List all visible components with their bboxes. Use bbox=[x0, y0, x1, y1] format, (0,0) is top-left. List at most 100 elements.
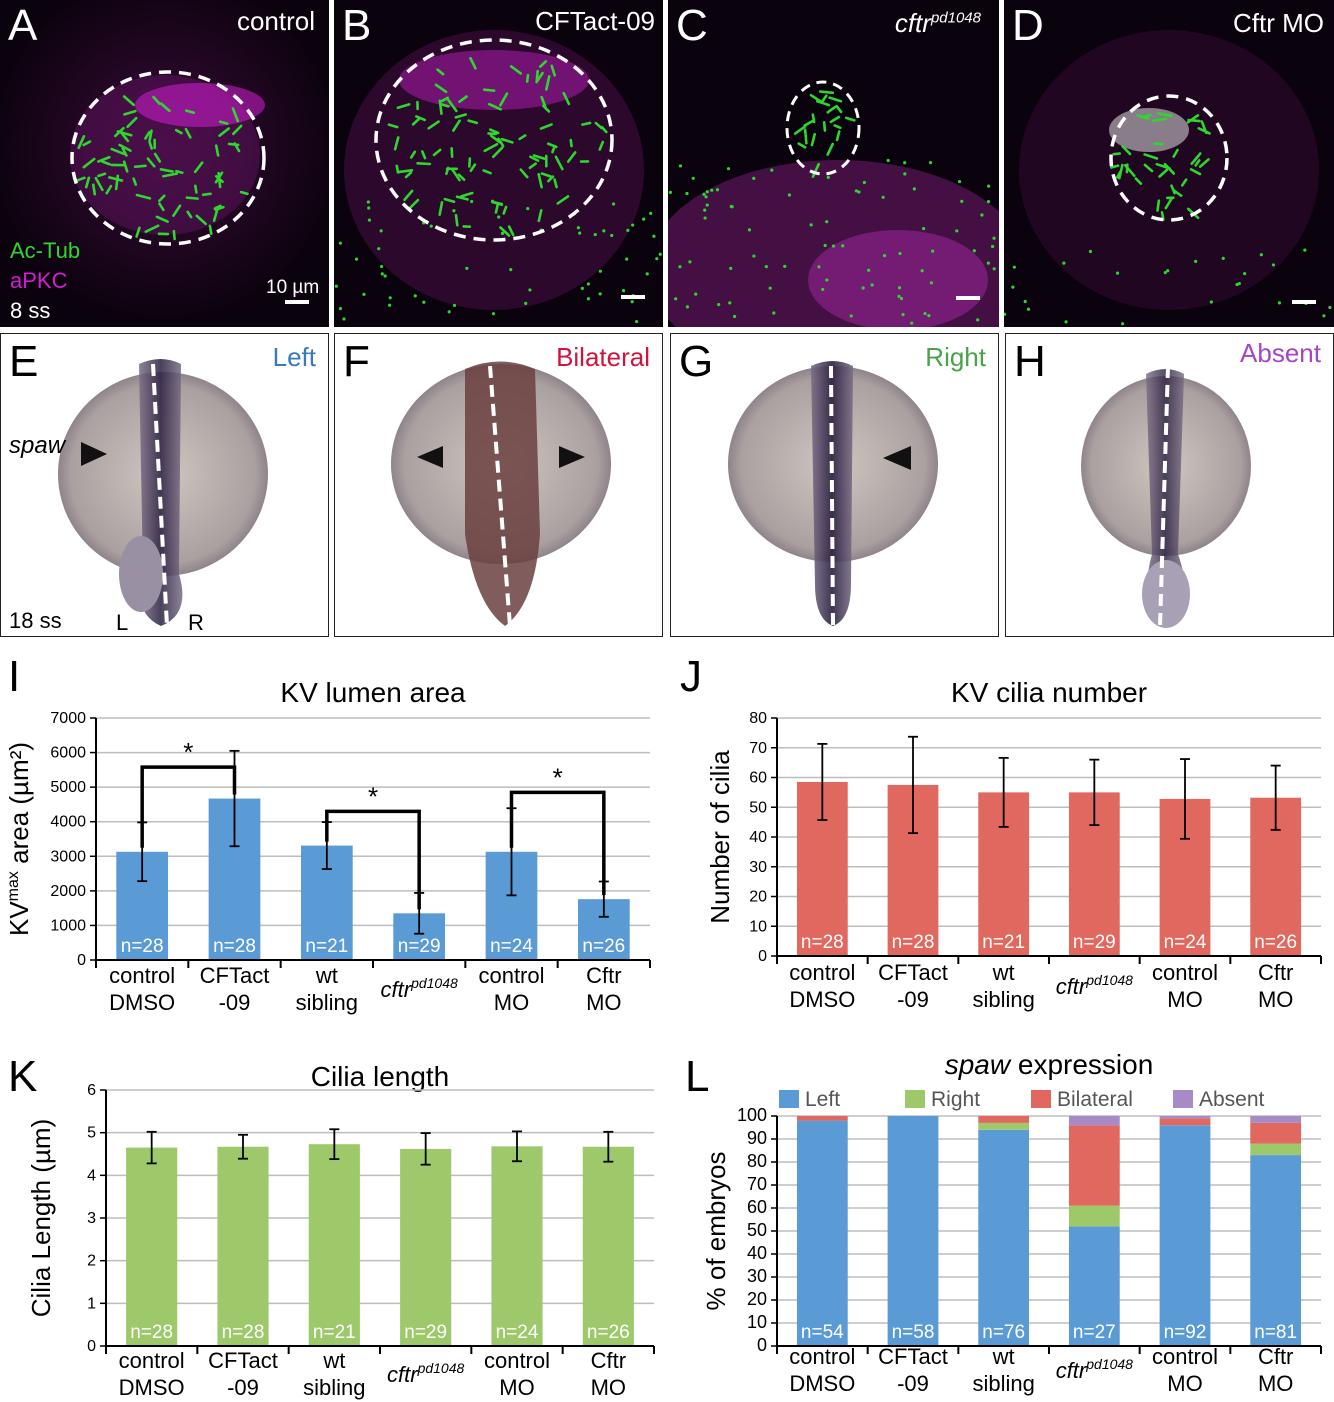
y-axis-label: KVmax area (µm²) bbox=[4, 742, 34, 936]
x-category-label: -09 bbox=[219, 990, 251, 1015]
embryo-image-h bbox=[1081, 365, 1251, 628]
y-tick-label: 80 bbox=[749, 710, 767, 727]
spaw-arrowhead-icon bbox=[883, 446, 911, 470]
legend-swatch bbox=[905, 1090, 925, 1108]
kv-image-b bbox=[334, 0, 663, 327]
n-label: n=24 bbox=[490, 936, 533, 957]
panel-label: C bbox=[676, 1, 708, 50]
x-category-label: wt bbox=[992, 960, 1015, 985]
x-category-label: cftrpd1048 bbox=[1056, 972, 1133, 999]
n-label: n=21 bbox=[982, 932, 1025, 953]
micro-panel-a: A control Ac-Tub aPKC 8 ss 10 µm bbox=[0, 0, 329, 327]
panel-title: Left bbox=[272, 342, 316, 372]
bar-segment bbox=[1250, 1116, 1302, 1123]
y-tick-label: 80 bbox=[747, 1151, 767, 1171]
panel-title: Cftr MO bbox=[1233, 8, 1324, 38]
legend-swatch bbox=[1173, 1090, 1193, 1108]
panel-title: control bbox=[236, 6, 315, 36]
kv-image-d bbox=[1004, 0, 1334, 327]
y-tick-label: 60 bbox=[747, 1197, 767, 1217]
n-label: n=24 bbox=[496, 1322, 539, 1343]
embryo-panel-e: E Left spaw 18 ss L R bbox=[0, 333, 329, 637]
x-category-label: CFTact bbox=[208, 1348, 278, 1373]
bar-segment bbox=[1068, 1125, 1120, 1206]
x-category-label: DMSO bbox=[789, 987, 855, 1012]
y-tick-label: 50 bbox=[747, 1220, 767, 1240]
y-tick-label: 30 bbox=[749, 859, 767, 876]
legend-label: Bilateral bbox=[1057, 1088, 1133, 1111]
x-category-label: control bbox=[484, 1348, 550, 1373]
y-tick-label: 70 bbox=[747, 1174, 767, 1194]
bar-segment bbox=[796, 1120, 848, 1346]
bar-segment bbox=[796, 1116, 848, 1121]
y-tick-label: 0 bbox=[77, 952, 86, 969]
embryo-panel-g: G Right bbox=[670, 333, 999, 637]
y-tick-label: 30 bbox=[747, 1266, 767, 1286]
n-label: n=26 bbox=[587, 1322, 630, 1343]
chart-kv-cilia-number: KV cilia number 0 10 20 30 40 50 60 70 80 Number o… bbox=[705, 677, 1322, 1012]
bar-segment bbox=[978, 1122, 1030, 1130]
n-label: n=28 bbox=[213, 936, 256, 957]
bar-segment bbox=[1068, 1116, 1120, 1126]
x-category-label: DMSO bbox=[119, 1375, 185, 1400]
bar-segment bbox=[1068, 1226, 1120, 1346]
spaw-arrowhead-icon bbox=[559, 446, 585, 468]
kv-image-c bbox=[668, 0, 999, 327]
bar-segment bbox=[978, 1116, 1030, 1123]
x-category-label: wt bbox=[992, 1344, 1015, 1369]
x-category-label: sibling bbox=[296, 990, 358, 1015]
n-label: n=26 bbox=[582, 936, 625, 957]
kv-outline bbox=[1109, 94, 1229, 222]
x-category-label: MO bbox=[1258, 987, 1293, 1012]
y-tick-label: 5000 bbox=[50, 779, 86, 796]
n-label: n=54 bbox=[801, 1322, 844, 1343]
kv-outline bbox=[374, 38, 614, 242]
panel-label: F bbox=[343, 337, 370, 386]
chart-spaw-expression: spaw expression 0 10 20 30 40 50 60 70 80 90 100 % o… bbox=[701, 1049, 1322, 1396]
left-label: L bbox=[116, 610, 129, 635]
spaw-arrowhead-icon bbox=[417, 446, 443, 468]
x-category-label: Cftr bbox=[586, 963, 621, 988]
x-category-label: cftrpd1048 bbox=[381, 975, 458, 1002]
n-label: n=58 bbox=[892, 1322, 935, 1343]
y-tick-label: 20 bbox=[747, 1289, 767, 1309]
y-tick-label: 7000 bbox=[50, 710, 86, 727]
spaw-arrowhead-icon bbox=[81, 442, 107, 466]
x-category-label: wt bbox=[315, 963, 338, 988]
chart-title: spaw expression bbox=[945, 1049, 1154, 1080]
x-category-label: control bbox=[789, 1344, 855, 1369]
chart-title: KV lumen area bbox=[280, 677, 466, 708]
micro-panel-b: B CFTact-09 bbox=[334, 0, 663, 327]
x-category-label: -09 bbox=[897, 1371, 929, 1396]
y-tick-label: 60 bbox=[749, 770, 767, 787]
legend-actub: Ac-Tub bbox=[10, 238, 81, 263]
significance-bracket bbox=[325, 809, 421, 910]
x-category-label: DMSO bbox=[789, 1371, 855, 1396]
y-tick-label: 4 bbox=[87, 1167, 96, 1184]
n-label: n=76 bbox=[982, 1322, 1025, 1343]
chart-label-i: I bbox=[8, 652, 21, 701]
panel-label: E bbox=[9, 337, 39, 386]
bar-segment bbox=[1250, 1122, 1302, 1144]
y-tick-label: 3 bbox=[87, 1210, 96, 1227]
significance-star: * bbox=[553, 762, 563, 792]
y-tick-label: 1 bbox=[87, 1295, 96, 1312]
panel-title: Bilateral bbox=[556, 342, 650, 372]
bar bbox=[400, 1148, 452, 1346]
y-tick-label: 0 bbox=[87, 1338, 96, 1355]
n-label: n=24 bbox=[1164, 932, 1207, 953]
right-label: R bbox=[188, 610, 204, 635]
chart-cilia-length: Cilia length 0 1 2 3 4 5 6 Cilia Length (µm) n=28… bbox=[26, 1061, 655, 1400]
chart-label-j: J bbox=[680, 652, 702, 701]
kv-image-a bbox=[0, 0, 329, 327]
x-category-label: -09 bbox=[897, 987, 929, 1012]
y-tick-label: 10 bbox=[749, 918, 767, 935]
n-label: n=28 bbox=[892, 932, 935, 953]
y-tick-label: 100 bbox=[737, 1105, 767, 1125]
chart-label-k: K bbox=[8, 1052, 38, 1101]
significance-bracket bbox=[140, 765, 237, 848]
embryo-image-f bbox=[391, 361, 611, 627]
y-axis-label: Number of cilia bbox=[705, 750, 735, 924]
bar-segment bbox=[1159, 1116, 1211, 1119]
x-category-label: sibling bbox=[972, 1371, 1034, 1396]
